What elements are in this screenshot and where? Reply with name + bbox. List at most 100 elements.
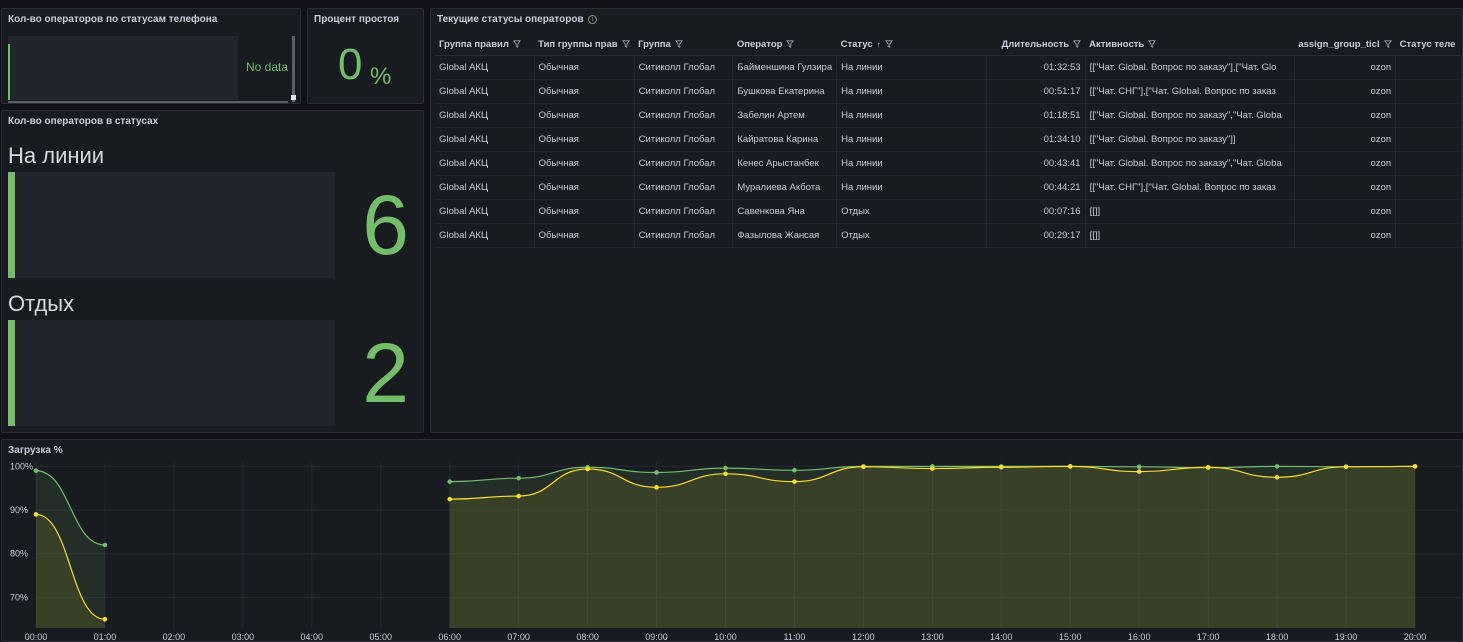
no-data-label: No data [246, 60, 289, 74]
table-cell: Ситиколл Глобал [634, 79, 734, 104]
column-header[interactable]: Длительность [986, 35, 1086, 56]
table-cell: 00:29:17 [986, 223, 1086, 248]
filter-icon[interactable] [671, 39, 683, 50]
panel-title: Текущие статусы операторов [437, 14, 584, 25]
table-cell: Global АКЦ [435, 55, 535, 80]
table-row[interactable]: Global АКЦ Обычная Ситиколл Глобал Кенес Ар… [435, 151, 1462, 176]
panel-title: Кол-во операторов в статусах [8, 116, 159, 127]
table-cell: Global АКЦ [435, 103, 535, 128]
stat-label-rest: Отдых [8, 291, 75, 316]
table-cell: Кенес Арыстанбек [732, 151, 838, 176]
table-cell [1395, 151, 1462, 176]
filter-icon[interactable] [1380, 39, 1392, 50]
table-cell: 01:18:51 [986, 103, 1086, 128]
column-header[interactable]: Статус ↑ [836, 35, 987, 56]
column-header-label: Длительность [1001, 39, 1070, 51]
filter-icon[interactable] [1069, 39, 1082, 50]
x-tick-label: 13:00 [921, 632, 944, 642]
filter-icon[interactable] [509, 39, 521, 50]
table-cell: [["Чат. СНГ"],["Чат. Global. Вопрос по з… [1085, 79, 1295, 104]
table-cell: 00:51:17 [986, 79, 1086, 104]
table-cell: Global АКЦ [435, 199, 535, 224]
series-area [36, 514, 105, 628]
table-row[interactable]: Global АКЦ Обычная Ситиколл Глобал Забелин … [435, 103, 1462, 128]
table-cell: Фазылова Жансая [732, 223, 838, 248]
table-cell: Ситиколл Глобал [634, 199, 734, 224]
info-icon[interactable]: i [588, 15, 597, 24]
table-cell: На линии [836, 55, 987, 80]
column-header[interactable]: Группа [634, 35, 733, 56]
table-row[interactable]: Global АКЦ Обычная Ситиколл Глобал Кайратов… [435, 127, 1462, 152]
table-cell: [["Чат. Global. Вопрос по заказу","Чат. … [1085, 103, 1295, 128]
table-cell: Обычная [534, 55, 635, 80]
column-header[interactable]: Статус теле [1395, 35, 1462, 56]
x-tick-label: 15:00 [1059, 632, 1082, 642]
table-cell: [["Чат. Global. Вопрос по заказу"],["Чат… [1085, 55, 1295, 80]
series-point [516, 475, 521, 481]
vertical-scrollbar[interactable] [292, 36, 295, 102]
resize-handle[interactable] [291, 95, 296, 100]
sort-asc-icon[interactable]: ↑ [876, 40, 881, 50]
table-cell: Обычная [534, 175, 635, 200]
column-header[interactable]: Активность [1085, 35, 1295, 56]
table-row[interactable]: Global АКЦ Обычная Ситиколл Глобал Байменши… [435, 55, 1462, 80]
table-cell: 01:32:53 [986, 55, 1086, 80]
x-tick-label: 12:00 [852, 632, 875, 642]
series-point [102, 542, 108, 548]
x-tick-label: 09:00 [645, 632, 668, 642]
series-point [999, 464, 1004, 470]
stat-edge-rest [8, 320, 15, 426]
x-tick-label: 20:00 [1404, 632, 1427, 642]
table-cell: [[]] [1085, 199, 1295, 224]
stat-value-online: 6 [362, 178, 409, 272]
panel-title: Процент простоя [314, 14, 400, 25]
table-row[interactable]: Global АКЦ Обычная Ситиколл Глобал Фазылова… [435, 223, 1462, 248]
x-tick-label: 01:00 [94, 632, 117, 642]
y-tick-label: 80% [10, 549, 28, 559]
series-point [447, 496, 453, 502]
filter-icon[interactable] [782, 39, 795, 50]
x-tick-label: 18:00 [1266, 632, 1289, 642]
table-cell: На линии [836, 127, 987, 152]
table-cell: ozon [1294, 223, 1397, 248]
x-tick-label: 08:00 [576, 632, 599, 642]
x-tick-label: 14:00 [990, 632, 1013, 642]
table-cell [1395, 55, 1462, 80]
column-header[interactable]: Группа правил [435, 35, 535, 56]
table-row[interactable]: Global АКЦ Обычная Ситиколл Глобал Муралиев… [435, 175, 1462, 200]
series-point [792, 479, 797, 484]
series-point [1067, 464, 1073, 469]
stat-value-rest: 2 [362, 326, 409, 420]
table-cell [1395, 79, 1462, 104]
column-header-label: Статус теле [1399, 39, 1456, 51]
table-cell: Обычная [534, 199, 635, 224]
table-cell: [["Чат. Global. Вопрос по заказу"]] [1085, 127, 1295, 152]
table-cell: Ситиколл Глобал [634, 55, 734, 80]
column-header[interactable]: assign_group_ticl [1294, 35, 1396, 56]
table-cell: Обычная [534, 79, 635, 104]
status-counts-panel: Кол-во операторов в статусах На линии 6 … [1, 110, 424, 433]
table-cell: Обычная [534, 223, 635, 248]
series-point [654, 470, 659, 475]
table-row[interactable]: Global АКЦ Обычная Ситиколл Глобал Савенков… [435, 199, 1462, 224]
column-header[interactable]: Тип группы прав [534, 35, 635, 56]
column-header-label: Тип группы прав [538, 39, 618, 51]
table-cell: На линии [836, 79, 987, 104]
mini-chart-area [8, 36, 238, 100]
column-header-label: Активность [1089, 39, 1145, 51]
filter-icon[interactable] [1144, 39, 1157, 50]
series-point [1412, 464, 1418, 469]
filter-icon[interactable] [881, 39, 893, 50]
table-cell: ozon [1294, 151, 1397, 176]
horizontal-scrollbar[interactable] [8, 101, 288, 103]
filter-icon[interactable] [618, 39, 630, 50]
series-point [1343, 464, 1349, 470]
table-cell: На линии [836, 175, 987, 200]
table-cell: Отдых [836, 223, 987, 248]
table-cell: Обычная [534, 151, 635, 176]
series-point [861, 464, 866, 470]
column-header[interactable]: Оператор [732, 35, 837, 56]
table-row[interactable]: Global АКЦ Обычная Ситиколл Глобал Бушкова … [435, 79, 1462, 104]
table-cell: Обычная [534, 103, 635, 128]
series-area [449, 466, 1415, 628]
